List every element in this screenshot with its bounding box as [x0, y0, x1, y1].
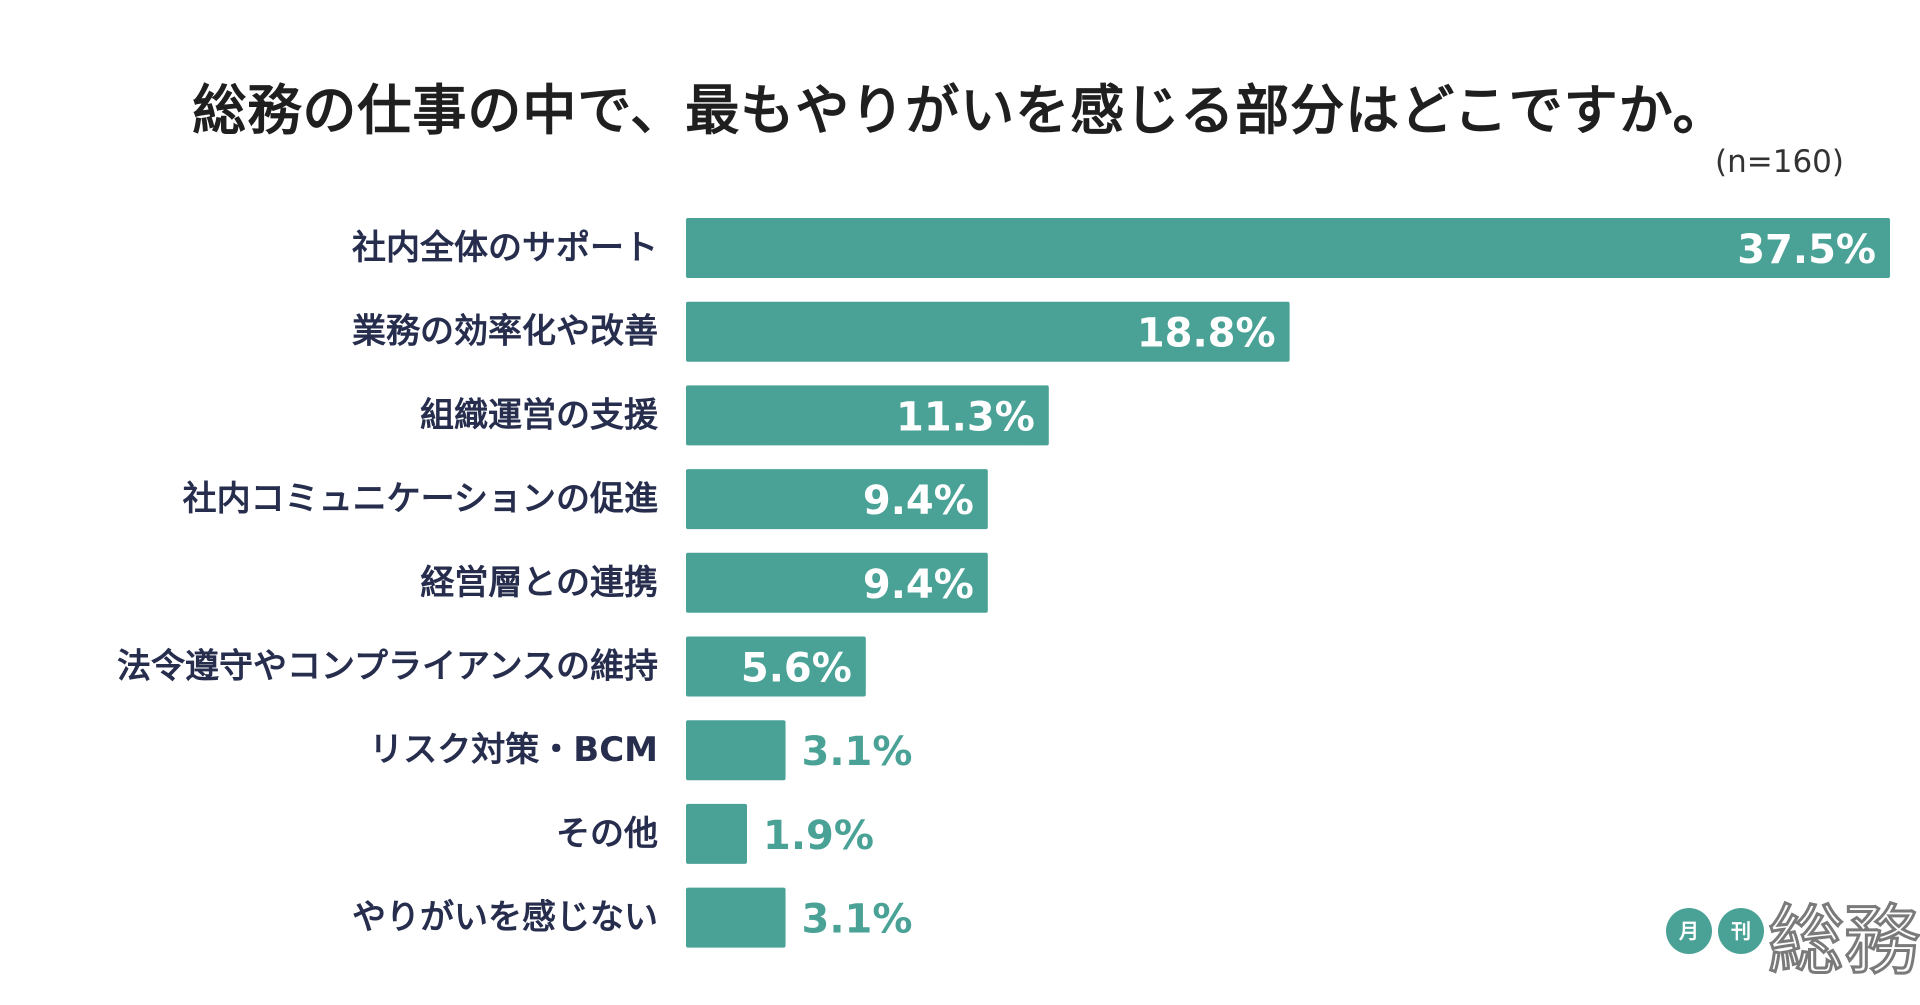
category-label-6: リスク対策・BCM: [369, 730, 658, 770]
category-label-3: 社内コミュニケーションの促進: [183, 479, 658, 519]
value-label-8: 3.1%: [802, 897, 913, 943]
value-label-1: 18.8%: [1137, 311, 1276, 357]
category-label-7: その他: [556, 814, 658, 854]
bar-6: [686, 720, 786, 781]
value-label-2: 11.3%: [896, 394, 1035, 440]
value-label-7: 1.9%: [763, 813, 874, 859]
value-label-4: 9.4%: [863, 562, 974, 608]
category-label-4: 経営層との連携: [420, 563, 658, 603]
value-label-3: 9.4%: [863, 478, 974, 524]
bar-2: [686, 385, 1049, 446]
bar-8: [686, 887, 786, 948]
value-label-5: 5.6%: [741, 646, 852, 692]
bar-0: [686, 218, 1890, 278]
bar-1: [686, 301, 1290, 362]
category-label-5: 法令遵守やコンプライアンスの維持: [117, 647, 658, 687]
logo-wordmark: 総務: [1767, 895, 1920, 987]
bar-4: [686, 552, 988, 613]
sample-size-note: (n=160): [1715, 144, 1844, 180]
category-label-0: 社内全体のサポート: [352, 228, 658, 268]
value-label-6: 3.1%: [802, 729, 913, 775]
bar-7: [686, 803, 748, 864]
value-label-0: 37.5%: [1737, 227, 1876, 273]
bar-3: [686, 469, 988, 530]
category-label-1: 業務の効率化や改善: [352, 312, 658, 352]
category-label-8: やりがいを感じない: [352, 898, 658, 938]
bar-5: [686, 636, 866, 697]
gekkan-soumu-logo: 月 刊 総務: [1660, 895, 1920, 988]
category-label-2: 組織運営の支援: [420, 395, 659, 435]
logo-badge-month: 月: [1666, 908, 1712, 954]
logo-badge-issue: 刊: [1718, 908, 1764, 954]
chart-title: 総務の仕事の中で、最もやりがいを感じる部分はどこですか。: [192, 79, 1728, 142]
